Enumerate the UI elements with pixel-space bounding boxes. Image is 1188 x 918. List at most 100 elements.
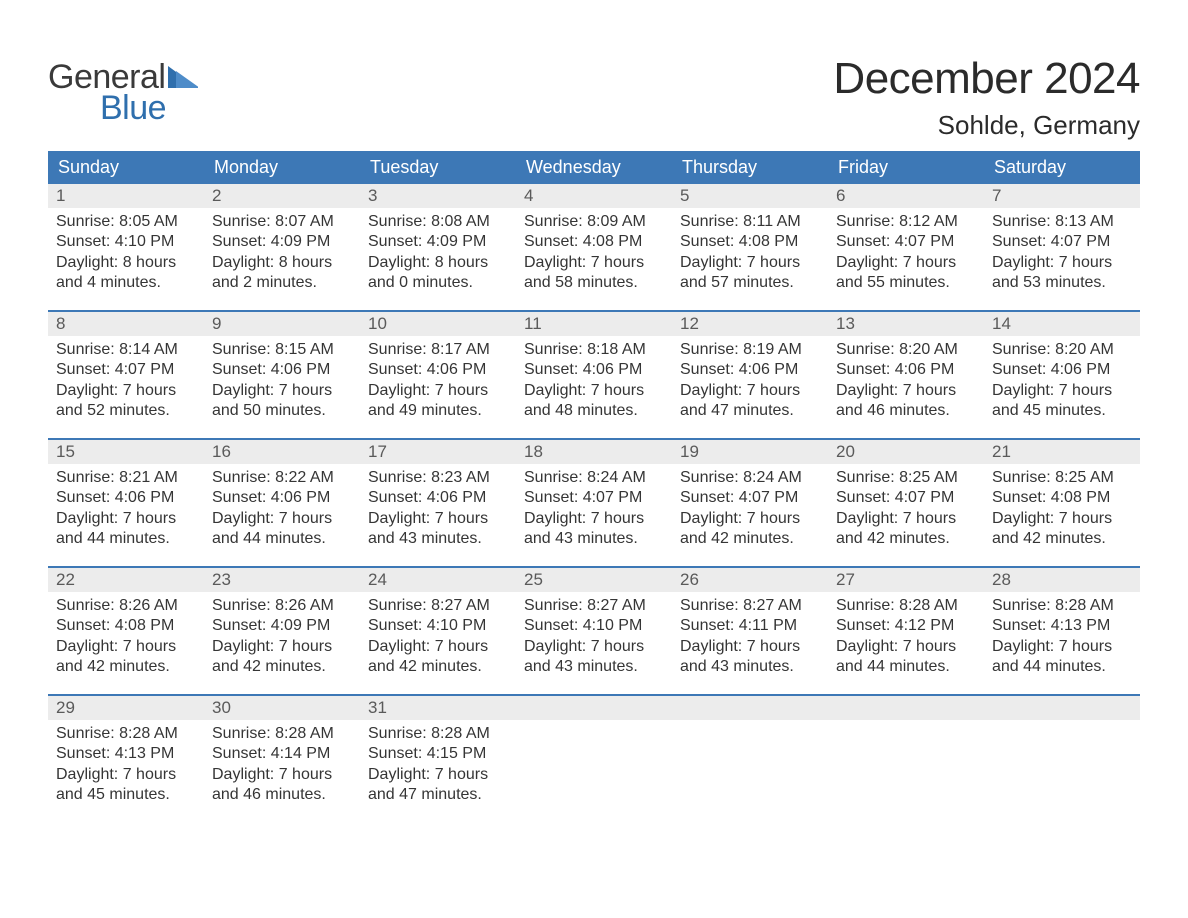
day-number: 29 — [48, 696, 204, 720]
sunset-line: Sunset: 4:06 PM — [56, 488, 196, 508]
day-number: 20 — [828, 440, 984, 464]
day-body: Sunrise: 8:27 AMSunset: 4:11 PMDaylight:… — [672, 592, 828, 684]
sunset-line: Sunset: 4:08 PM — [524, 232, 664, 252]
sunset-line: Sunset: 4:14 PM — [212, 744, 352, 764]
day-body: Sunrise: 8:17 AMSunset: 4:06 PMDaylight:… — [360, 336, 516, 428]
dow-sunday: Sunday — [48, 151, 204, 184]
sunrise-line: Sunrise: 8:24 AM — [524, 468, 664, 488]
sunrise-line: Sunrise: 8:26 AM — [56, 596, 196, 616]
daylight-line-2: and 55 minutes. — [836, 273, 976, 293]
sunrise-line: Sunrise: 8:20 AM — [836, 340, 976, 360]
sunrise-line: Sunrise: 8:25 AM — [992, 468, 1132, 488]
daylight-line-1: Daylight: 7 hours — [212, 765, 352, 785]
day-body — [672, 720, 828, 800]
sunrise-line: Sunrise: 8:28 AM — [836, 596, 976, 616]
day-body: Sunrise: 8:26 AMSunset: 4:09 PMDaylight:… — [204, 592, 360, 684]
sunset-line: Sunset: 4:06 PM — [524, 360, 664, 380]
sunrise-line: Sunrise: 8:05 AM — [56, 212, 196, 232]
day-body: Sunrise: 8:20 AMSunset: 4:06 PMDaylight:… — [828, 336, 984, 428]
day-number: 10 — [360, 312, 516, 336]
daylight-line-1: Daylight: 7 hours — [524, 253, 664, 273]
sunrise-line: Sunrise: 8:19 AM — [680, 340, 820, 360]
calendar-week: 22Sunrise: 8:26 AMSunset: 4:08 PMDayligh… — [48, 566, 1140, 694]
sunset-line: Sunset: 4:12 PM — [836, 616, 976, 636]
dow-saturday: Saturday — [984, 151, 1140, 184]
page-header: General Blue December 2024 Sohlde, Germa… — [48, 30, 1140, 141]
daylight-line-2: and 44 minutes. — [992, 657, 1132, 677]
sunrise-line: Sunrise: 8:28 AM — [992, 596, 1132, 616]
calendar-day: 28Sunrise: 8:28 AMSunset: 4:13 PMDayligh… — [984, 568, 1140, 694]
day-number: 15 — [48, 440, 204, 464]
calendar-day: 20Sunrise: 8:25 AMSunset: 4:07 PMDayligh… — [828, 440, 984, 566]
daylight-line-1: Daylight: 7 hours — [836, 637, 976, 657]
sunrise-line: Sunrise: 8:28 AM — [368, 724, 508, 744]
sunset-line: Sunset: 4:07 PM — [836, 488, 976, 508]
calendar-day: 19Sunrise: 8:24 AMSunset: 4:07 PMDayligh… — [672, 440, 828, 566]
day-number: 5 — [672, 184, 828, 208]
calendar-day: 26Sunrise: 8:27 AMSunset: 4:11 PMDayligh… — [672, 568, 828, 694]
day-body: Sunrise: 8:23 AMSunset: 4:06 PMDaylight:… — [360, 464, 516, 556]
sunrise-line: Sunrise: 8:28 AM — [56, 724, 196, 744]
sunset-line: Sunset: 4:10 PM — [524, 616, 664, 636]
daylight-line-2: and 48 minutes. — [524, 401, 664, 421]
day-body: Sunrise: 8:11 AMSunset: 4:08 PMDaylight:… — [672, 208, 828, 300]
daylight-line-1: Daylight: 7 hours — [992, 253, 1132, 273]
calendar-grid: Sunday Monday Tuesday Wednesday Thursday… — [48, 151, 1140, 822]
sunrise-line: Sunrise: 8:13 AM — [992, 212, 1132, 232]
day-number — [828, 696, 984, 720]
calendar-day: 16Sunrise: 8:22 AMSunset: 4:06 PMDayligh… — [204, 440, 360, 566]
logo-word-blue: Blue — [100, 89, 198, 128]
daylight-line-1: Daylight: 7 hours — [680, 637, 820, 657]
day-number — [516, 696, 672, 720]
calendar-day: 21Sunrise: 8:25 AMSunset: 4:08 PMDayligh… — [984, 440, 1140, 566]
day-body: Sunrise: 8:27 AMSunset: 4:10 PMDaylight:… — [516, 592, 672, 684]
sunrise-line: Sunrise: 8:27 AM — [680, 596, 820, 616]
sunset-line: Sunset: 4:09 PM — [212, 616, 352, 636]
calendar-day: 4Sunrise: 8:09 AMSunset: 4:08 PMDaylight… — [516, 184, 672, 310]
day-number: 6 — [828, 184, 984, 208]
daylight-line-1: Daylight: 7 hours — [56, 765, 196, 785]
calendar-day: 7 Sunrise: 8:13 AMSunset: 4:07 PMDaylight… — [984, 184, 1140, 310]
daylight-line-2: and 47 minutes. — [680, 401, 820, 421]
sunrise-line: Sunrise: 8:14 AM — [56, 340, 196, 360]
day-body: Sunrise: 8:28 AMSunset: 4:15 PMDaylight:… — [360, 720, 516, 812]
calendar-day: 27Sunrise: 8:28 AMSunset: 4:12 PMDayligh… — [828, 568, 984, 694]
day-body: Sunrise: 8:28 AMSunset: 4:13 PMDaylight:… — [48, 720, 204, 812]
day-number: 28 — [984, 568, 1140, 592]
daylight-line-2: and 0 minutes. — [368, 273, 508, 293]
calendar-page: General Blue December 2024 Sohlde, Germa… — [0, 0, 1188, 918]
calendar-day: 5Sunrise: 8:11 AMSunset: 4:08 PMDaylight… — [672, 184, 828, 310]
day-body: Sunrise: 8:05 AMSunset: 4:10 PMDaylight:… — [48, 208, 204, 300]
day-body: Sunrise: 8:25 AMSunset: 4:07 PMDaylight:… — [828, 464, 984, 556]
daylight-line-2: and 52 minutes. — [56, 401, 196, 421]
day-number: 8 — [48, 312, 204, 336]
daylight-line-2: and 42 minutes. — [680, 529, 820, 549]
sunset-line: Sunset: 4:15 PM — [368, 744, 508, 764]
sunset-line: Sunset: 4:07 PM — [524, 488, 664, 508]
day-body: Sunrise: 8:08 AMSunset: 4:09 PMDaylight:… — [360, 208, 516, 300]
sunset-line: Sunset: 4:08 PM — [56, 616, 196, 636]
sunrise-line: Sunrise: 8:17 AM — [368, 340, 508, 360]
sunrise-line: Sunrise: 8:07 AM — [212, 212, 352, 232]
day-number: 3 — [360, 184, 516, 208]
sunset-line: Sunset: 4:06 PM — [212, 488, 352, 508]
daylight-line-1: Daylight: 7 hours — [212, 381, 352, 401]
daylight-line-2: and 42 minutes. — [212, 657, 352, 677]
calendar-day: 8Sunrise: 8:14 AMSunset: 4:07 PMDaylight… — [48, 312, 204, 438]
daylight-line-1: Daylight: 8 hours — [368, 253, 508, 273]
sunrise-line: Sunrise: 8:11 AM — [680, 212, 820, 232]
calendar-day: 23Sunrise: 8:26 AMSunset: 4:09 PMDayligh… — [204, 568, 360, 694]
sunset-line: Sunset: 4:07 PM — [992, 232, 1132, 252]
sunrise-line: Sunrise: 8:22 AM — [212, 468, 352, 488]
daylight-line-2: and 4 minutes. — [56, 273, 196, 293]
calendar-day — [984, 696, 1140, 822]
daylight-line-2: and 42 minutes. — [992, 529, 1132, 549]
daylight-line-1: Daylight: 7 hours — [680, 509, 820, 529]
sunrise-line: Sunrise: 8:27 AM — [368, 596, 508, 616]
day-number: 7 — [984, 184, 1140, 208]
daylight-line-1: Daylight: 7 hours — [836, 381, 976, 401]
day-body — [984, 720, 1140, 800]
sunrise-line: Sunrise: 8:08 AM — [368, 212, 508, 232]
calendar-day — [516, 696, 672, 822]
sunrise-line: Sunrise: 8:15 AM — [212, 340, 352, 360]
